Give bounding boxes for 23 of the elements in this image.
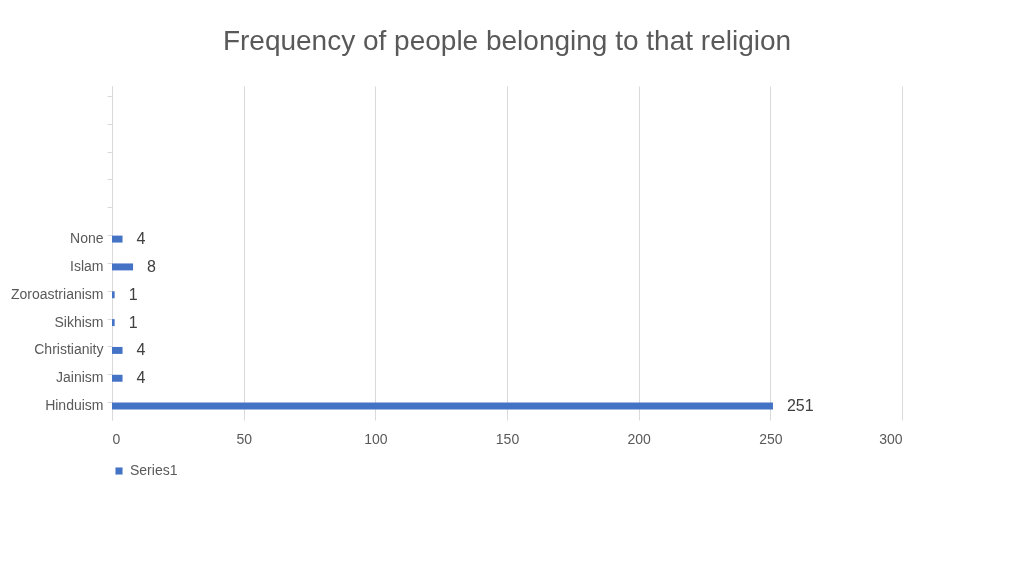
x-tick-label: 250 [759,430,783,447]
y-tick-label: Zoroastrianism [10,285,104,302]
chart-title: Frequency of people belonging to that religion [222,25,792,56]
data-label: 4 [136,341,146,359]
data-label: 4 [136,369,146,387]
y-tick-label: Islam [70,257,104,274]
legend-label: Series1 [130,462,178,478]
y-tick-label: Hinduism [45,397,104,414]
x-tick-label: 200 [627,430,652,447]
data-label: 1 [128,313,138,331]
x-tick-label: 300 [879,430,903,447]
data-label: 8 [147,257,157,275]
y-tick-label: Sikhism [54,313,104,330]
y-tick-label: None [70,230,104,247]
data-label: 251 [786,397,814,415]
data-label: 1 [128,285,138,303]
x-tick-label: 0 [112,430,121,447]
data-label: 4 [136,230,146,248]
x-tick-label: 150 [495,430,520,447]
x-tick-label: 50 [236,430,253,447]
y-tick-label: Christianity [34,341,104,358]
y-tick-label: Jainism [56,369,104,386]
x-tick-label: 100 [364,430,388,447]
